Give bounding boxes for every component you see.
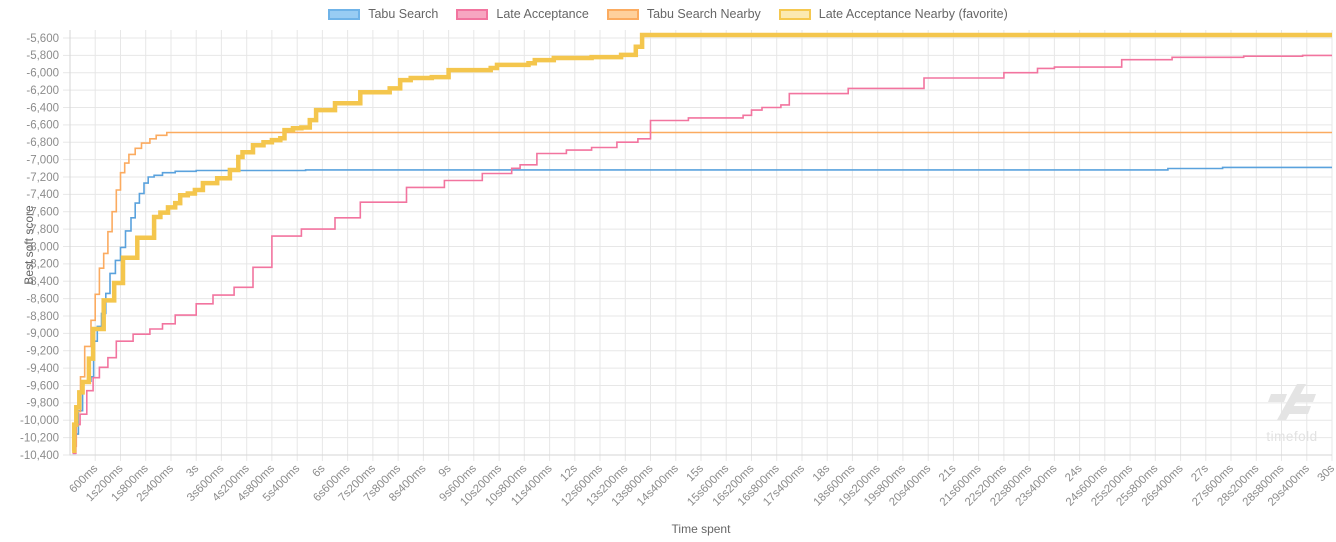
y-tick-label: -9,000 xyxy=(26,328,59,340)
legend-item-late-acceptance[interactable]: Late Acceptance xyxy=(456,7,589,21)
y-tick-label: -5,800 xyxy=(26,50,59,62)
y-tick-label: -7,800 xyxy=(26,224,59,236)
legend-item-tabu-search-nearby[interactable]: Tabu Search Nearby xyxy=(606,7,761,21)
y-tick-label: -6,000 xyxy=(26,68,59,80)
legend-item-late-acceptance-nearby[interactable]: Late Acceptance Nearby (favorite) xyxy=(778,7,1008,21)
legend-item-tabu-search[interactable]: Tabu Search xyxy=(328,7,438,21)
y-tick-label: -9,400 xyxy=(26,363,59,375)
y-tick-label: -6,600 xyxy=(26,120,59,132)
y-tick-label: -10,000 xyxy=(20,415,59,427)
x-tick-label: 18s xyxy=(811,462,833,484)
x-tick-label: 12s xyxy=(558,462,580,484)
legend-label: Tabu Search xyxy=(368,7,439,21)
y-tick-label: -6,200 xyxy=(26,85,59,97)
legend-label: Late Acceptance Nearby (favorite) xyxy=(818,7,1008,21)
y-tick-label: -9,200 xyxy=(26,346,59,358)
y-tick-label: -8,400 xyxy=(26,276,59,288)
y-tick-label: -10,200 xyxy=(20,432,59,444)
x-tick-label: 3s xyxy=(184,462,201,479)
y-tick-label: -6,400 xyxy=(26,102,59,114)
x-tick-label: 21s xyxy=(937,462,959,484)
y-tick-label: -8,000 xyxy=(26,241,59,253)
timefold-logo-icon xyxy=(1268,384,1316,420)
y-tick-label: -8,800 xyxy=(26,311,59,323)
y-tick-label: -7,600 xyxy=(26,207,59,219)
y-tick-label: -5,600 xyxy=(26,33,59,45)
y-tick-label: -9,800 xyxy=(26,398,59,410)
x-tick-label: 24s xyxy=(1063,462,1085,484)
y-tick-label: -6,800 xyxy=(26,137,59,149)
x-tick-label: 27s xyxy=(1189,462,1211,484)
y-tick-label: -10,400 xyxy=(20,450,59,462)
timefold-watermark: timefold xyxy=(1260,382,1324,444)
legend-swatch-orange-icon xyxy=(606,8,639,20)
x-axis-title: Time spent xyxy=(671,522,731,536)
chart-legend: Tabu Search Late Acceptance Tabu Search … xyxy=(0,7,1336,21)
series-line-late-acceptance[interactable] xyxy=(72,54,1333,455)
y-tick-label: -8,600 xyxy=(26,293,59,305)
y-tick-label: -7,200 xyxy=(26,172,59,184)
x-tick-label: 15s xyxy=(685,462,707,484)
x-tick-label: 9s xyxy=(437,462,454,479)
legend-label: Tabu Search Nearby xyxy=(646,7,761,21)
series-line-late-acceptance-nearby-favorite[interactable] xyxy=(71,32,1332,453)
legend-swatch-pink-icon xyxy=(456,8,489,20)
timefold-watermark-text: timefold xyxy=(1266,429,1318,444)
legend-swatch-blue-icon xyxy=(328,8,361,20)
axis-border xyxy=(69,30,1332,456)
y-tick-label: -9,600 xyxy=(26,380,59,392)
y-tick-label: -7,000 xyxy=(26,154,59,166)
y-tick-label: -7,400 xyxy=(26,189,59,201)
x-tick-label: 6s xyxy=(310,462,327,479)
y-tick-label: -8,200 xyxy=(26,259,59,271)
series-line-tabu-search-nearby[interactable] xyxy=(72,131,1332,448)
x-tick-label: 30s xyxy=(1316,462,1336,484)
legend-label: Late Acceptance xyxy=(496,7,589,21)
legend-swatch-yellow-icon xyxy=(778,8,811,20)
series-line-tabu-search[interactable] xyxy=(72,166,1333,455)
